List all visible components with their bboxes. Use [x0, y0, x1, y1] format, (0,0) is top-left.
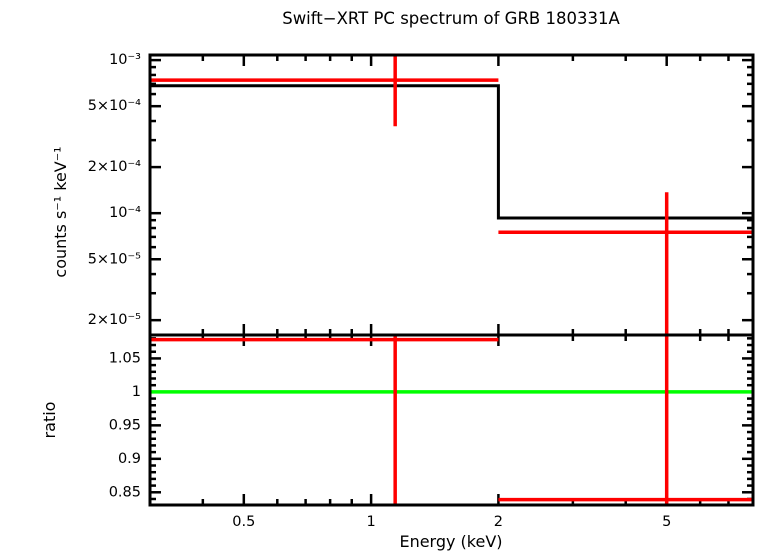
x-tick-label: 0.5 [232, 514, 255, 530]
ratio-y-axis-label: ratio [40, 402, 59, 439]
spectrum-y-axis-label: counts s⁻¹ keV⁻¹ [51, 146, 70, 277]
y-tick-label: 0.9 [118, 451, 141, 467]
y-tick-label: 1.05 [109, 350, 141, 366]
y-tick-label: 1 [132, 384, 141, 400]
spectrum-panel-frame [148, 53, 755, 337]
y-tick-label: 10⁻⁴ [109, 205, 141, 221]
y-tick-label: 5×10⁻⁴ [88, 98, 141, 114]
x-tick-label: 5 [662, 514, 671, 530]
x-axis-label: Energy (keV) [399, 532, 502, 551]
plot-title: Swift−XRT PC spectrum of GRB 180331A [282, 9, 620, 28]
y-tick-label: 5×10⁻⁵ [88, 251, 141, 267]
x-tick-label: 2 [494, 514, 503, 530]
axis-tick-labels: 0.5 1 2 5 10⁻³ 5×10⁻⁴ 2×10⁻⁴ 10⁻⁴ 5×10⁻⁵ 2×10⁻⁵ 1.… [88, 52, 672, 530]
model-step-line [150, 84, 753, 220]
x-tick-label: 1 [366, 514, 375, 530]
y-tick-label: 2×10⁻⁴ [88, 159, 141, 175]
y-tick-label: 0.95 [109, 417, 141, 433]
y-tick-label: 0.85 [109, 484, 141, 500]
ratio-panel-frame [148, 333, 755, 507]
axis-ticks [150, 55, 753, 505]
data-series [150, 55, 753, 505]
y-tick-label: 2×10⁻⁵ [88, 312, 141, 328]
y-tick-label: 10⁻³ [109, 52, 141, 68]
